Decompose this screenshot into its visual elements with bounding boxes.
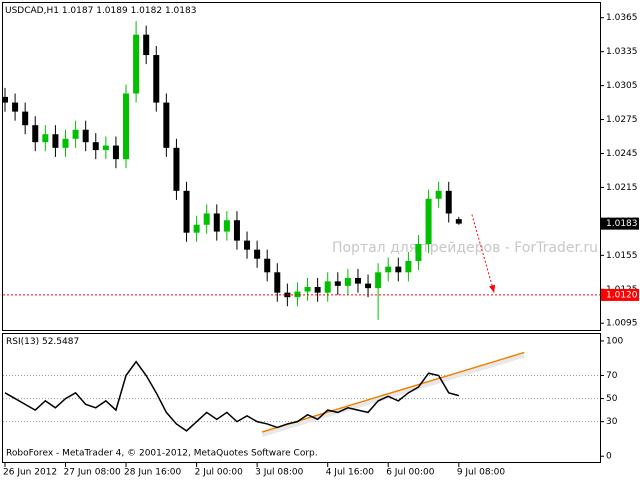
rsi-pane [2,333,601,463]
rsi-title: RSI(13) [6,337,39,347]
x-tick-label: 4 Jul 16:00 [326,468,375,478]
candle-body [233,220,240,241]
candle-body [304,287,311,292]
x-tick-label: 27 Jun 08:00 [64,468,121,478]
x-tick-label: 26 Jun 2012 [3,468,57,478]
y-tick-label: 1.0245 [606,149,638,159]
candle-body [72,129,79,139]
watermark: Портал для трейдеров - ForTrader.ru [332,240,598,256]
candle-body [193,224,200,233]
level-label: 1.0120 [606,290,638,300]
candle-body [314,287,321,293]
last-high: 1.0189 [96,6,128,16]
candle-body [354,277,361,284]
y-tick-label: 1.0215 [606,183,638,193]
candle-body [254,249,261,259]
candle-body [133,34,140,94]
x-tick-label: 2 Jul 00:00 [195,468,244,478]
candle-body [365,283,372,289]
candle-body [375,272,382,289]
arrow-head [489,284,496,293]
candle-body [405,260,412,273]
candle-body [12,102,19,112]
last-low: 1.0182 [131,6,163,16]
candle-body [102,145,109,151]
x-tick-label: 6 Jul 00:00 [386,468,435,478]
candle-body [62,138,69,148]
candle-body [213,213,220,232]
last-close: 1.0183 [165,6,197,16]
y-tick-label: 1.0155 [606,251,638,261]
y-tick-label: 0 [606,452,612,462]
candle-body [324,281,331,293]
rsi-value: 52.5487 [42,337,79,347]
candle-body [42,134,49,143]
candle-body [395,266,402,273]
price-pane [2,2,601,331]
rsi-header: RSI(13) 52.5487 [6,337,79,347]
candle-body [183,190,190,233]
y-tick-label: 1.0275 [606,115,638,125]
candle-body [425,198,432,245]
trendline [261,351,525,433]
last-open: 1.0187 [62,6,94,16]
candle-body [2,96,8,103]
x-tick-label: 3 Jul 08:00 [255,468,304,478]
candle-body [52,134,59,148]
x-tick-label: 28 Jun 16:00 [124,468,181,478]
candle-body [22,111,29,126]
y-tick-label: 50 [606,394,618,404]
y-tick-label: 1.0365 [606,13,638,23]
level-tag [601,288,639,301]
footer: RoboForex - MetaTrader 4, © 2001-2012, M… [6,449,318,459]
y-tick-label: 30 [606,417,618,427]
candle-body [203,213,210,225]
candle-body [455,219,462,224]
y-tick-label: 1.0305 [606,81,638,91]
symbol: USDCAD,H1 [5,6,59,16]
rsi-line [4,360,460,432]
y-tick-label: 1.0095 [606,319,638,329]
candle-body [445,190,452,214]
y-tick-label: 1.0335 [606,47,638,57]
candle-body [153,55,160,103]
y-tick-label: 100 [606,336,623,346]
candle-body [244,240,251,250]
candle-body [32,125,39,143]
candle-body [344,277,351,286]
candle-body [163,102,170,148]
forecast-arrow [471,214,495,293]
candle-body [143,34,150,56]
candle-body [294,291,301,298]
candle-body [173,147,180,191]
y-tick-label: 70 [606,371,618,381]
candle-body [415,244,422,261]
candle-body [123,93,130,160]
candle-body [435,190,442,199]
x-tick-label: 9 Jul 08:00 [457,468,506,478]
price-header: USDCAD,H1 1.0187 1.0189 1.0182 1.0183 [5,6,196,16]
candle-body [274,272,281,293]
candle-body [92,142,99,151]
trendline-shadow [261,353,525,437]
candle-body [385,266,392,273]
candle-body [112,145,119,160]
candle-body [82,129,89,143]
candle-body [264,258,271,273]
price-tag [601,217,639,230]
price-label: 1.0183 [606,219,638,229]
candle-body [223,220,230,232]
candle-body [334,281,341,286]
